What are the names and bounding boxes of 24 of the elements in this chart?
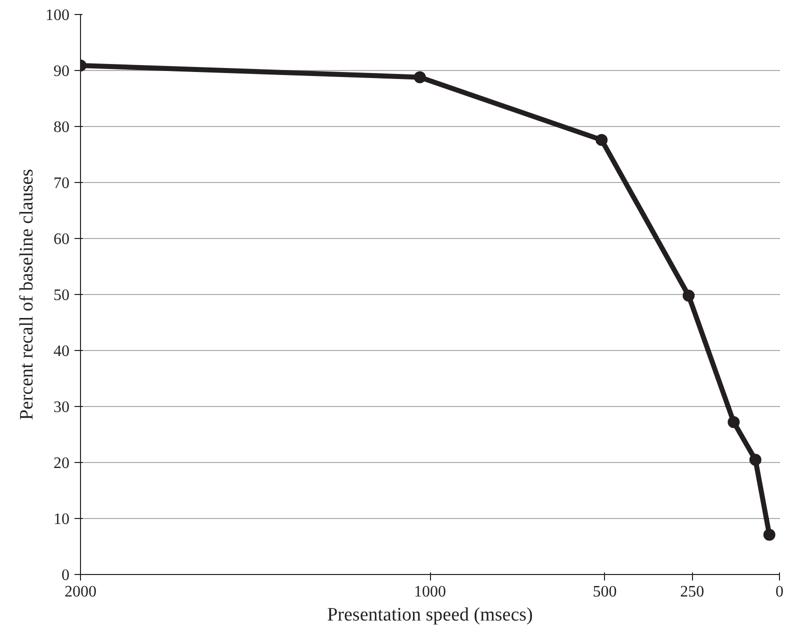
x-tick-label: 0	[776, 584, 784, 600]
point	[763, 528, 776, 541]
x-axis-title: Presentation speed (msecs)	[327, 604, 533, 626]
point	[596, 134, 608, 146]
y-tick-label: 10	[54, 511, 70, 528]
point	[414, 71, 426, 84]
y-tick-label: 30	[54, 399, 70, 416]
y-axis-title: Percent recall of baseline clauses	[16, 168, 38, 420]
y-tick-label: 20	[54, 455, 70, 472]
y-tick-label: 60	[54, 231, 70, 248]
point	[682, 290, 695, 302]
x-tick-label: 2000	[64, 584, 96, 600]
x-tick-label: 500	[592, 584, 617, 600]
y-tick-label: 0	[62, 567, 70, 584]
y-tick-label: 100	[46, 7, 70, 24]
y-tick-label: 50	[54, 287, 70, 304]
x-tick-label: 250	[680, 584, 704, 600]
y-tick-label: 70	[54, 175, 70, 192]
point	[749, 454, 762, 466]
x-tick-label: 1000	[414, 584, 446, 600]
y-tick-label: 40	[54, 343, 70, 360]
point	[728, 416, 740, 428]
y-tick-label: 80	[54, 119, 70, 136]
y-tick-label: 90	[54, 63, 70, 80]
